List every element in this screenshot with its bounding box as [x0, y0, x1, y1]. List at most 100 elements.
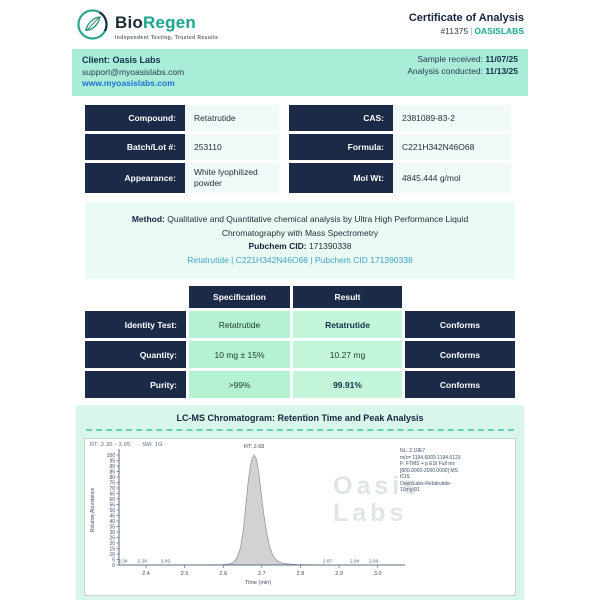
- table-row: Purity: >99% 99.91% Conforms: [85, 371, 515, 399]
- svg-text:2.7: 2.7: [258, 571, 266, 577]
- brand-logo: BioRegen Independent Testing, Trusted Re…: [76, 8, 218, 46]
- sample-received-line: Sample received: 11/07/25: [407, 54, 518, 66]
- chromatogram-section: LC-MS Chromatogram: Retention Time and P…: [76, 405, 524, 600]
- bioregen-logo-icon: [76, 8, 109, 46]
- method-text: Qualitative and Quantitative chemical an…: [167, 214, 469, 238]
- purity-result: 99.91%: [293, 371, 402, 399]
- pubchem-link[interactable]: Retatrutide | C221H342N46O68 | Pubchem C…: [187, 254, 413, 265]
- svg-text:60: 60: [109, 497, 115, 503]
- table-row: Batch/Lot #: 253110 Formula: C221H342N46…: [85, 134, 515, 161]
- identity-status: Conforms: [405, 311, 515, 339]
- svg-text:2.87: 2.87: [323, 559, 333, 565]
- pubchem-line: Pubchem CID: 171390338: [115, 240, 485, 253]
- specification-header: Specification: [189, 286, 290, 309]
- compound-label: Compound:: [85, 105, 185, 132]
- certificate-page: BioRegen Independent Testing, Trusted Re…: [72, 0, 528, 600]
- cas-value: 2381089-83-2: [393, 105, 511, 132]
- svg-text:90: 90: [109, 464, 115, 470]
- svg-text:95: 95: [109, 458, 115, 464]
- svg-text:75: 75: [109, 480, 115, 486]
- analysis-conducted-line: Analysis conducted: 11/13/25: [407, 66, 518, 78]
- pubchem-label: Pubchem CID:: [248, 240, 307, 251]
- svg-text:2.99: 2.99: [369, 559, 379, 565]
- svg-text:10: 10: [109, 552, 115, 558]
- svg-text:2.45: 2.45: [161, 559, 171, 565]
- certificate-client-code: OASISLABS: [474, 26, 524, 36]
- analysis-dates: Sample received: 11/07/25 Analysis condu…: [407, 54, 518, 90]
- svg-text:Relative Abundance: Relative Abundance: [90, 488, 96, 533]
- svg-text:2.34: 2.34: [118, 559, 128, 565]
- appearance-label: Appearance:: [85, 163, 185, 194]
- svg-text:2.9: 2.9: [335, 571, 343, 577]
- results-header-row: Specification Result: [85, 286, 515, 309]
- certificate-number-line: #11375 | OASISLABS: [409, 26, 524, 36]
- svg-text:2.6: 2.6: [219, 571, 227, 577]
- chromatogram-plot: 0510152025303540455055606570758085909510…: [90, 444, 405, 586]
- svg-text:70: 70: [109, 486, 115, 492]
- brand-text: BioRegen Independent Testing, Trusted Re…: [115, 14, 218, 41]
- quantity-specification: 10 mg ± 15%: [189, 341, 290, 369]
- method-label: Method:: [131, 214, 165, 225]
- svg-text:0: 0: [112, 563, 115, 569]
- certificate-heading: Certificate of Analysis #11375 | OASISLABS: [409, 8, 524, 36]
- table-row: Compound: Retatrutide CAS: 2381089-83-2: [85, 105, 515, 132]
- appearance-value: White lyophilized powder: [185, 163, 279, 194]
- svg-text:40: 40: [109, 519, 115, 525]
- table-row: Quantity: 10 mg ± 15% 10.27 mg Conforms: [85, 341, 515, 369]
- purity-status: Conforms: [405, 371, 515, 399]
- rt-range-label: RT: 2.30 - 3.05: [90, 442, 131, 449]
- formula-label: Formula:: [289, 134, 393, 161]
- compound-value: Retatrutide: [185, 105, 279, 132]
- certificate-number: #11375: [440, 26, 469, 36]
- svg-text:80: 80: [109, 475, 115, 481]
- purity-specification: >99%: [189, 371, 290, 399]
- chromatogram-title: LC-MS Chromatogram: Retention Time and P…: [176, 413, 424, 424]
- svg-text:30: 30: [109, 530, 115, 536]
- header: BioRegen Independent Testing, Trusted Re…: [72, 8, 528, 46]
- svg-text:2.5: 2.5: [181, 571, 189, 577]
- svg-text:20: 20: [109, 541, 115, 547]
- analysis-conducted-label: Analysis conducted:: [407, 65, 483, 76]
- separator: |: [470, 26, 473, 36]
- molwt-label: Mol Wt:: [289, 163, 393, 194]
- formula-value: C221H342N46O68: [393, 134, 511, 161]
- table-row: Identity Test: Retatrutide Retatrutide C…: [85, 311, 515, 339]
- quantity-label: Quantity:: [85, 341, 186, 369]
- batch-label: Batch/Lot #:: [85, 134, 185, 161]
- purity-label: Purity:: [85, 371, 186, 399]
- client-name: Client: Oasis Labs: [82, 55, 161, 65]
- identity-test-label: Identity Test:: [85, 311, 186, 339]
- sm-label: SM: 1G: [142, 442, 163, 449]
- analysis-conducted-date: 11/13/25: [485, 65, 518, 76]
- result-header: Result: [293, 286, 402, 309]
- svg-text:55: 55: [109, 502, 115, 508]
- svg-text:RT: 2.68: RT: 2.68: [244, 444, 264, 450]
- quantity-status: Conforms: [405, 341, 515, 369]
- svg-text:2.94: 2.94: [350, 559, 360, 565]
- ms-annotation-block: NL: 2.10E7 m/z= 1194.6003-1194.6123 F: FTM…: [400, 448, 461, 494]
- sample-received-label: Sample received:: [417, 54, 483, 64]
- svg-text:3.0: 3.0: [374, 571, 382, 577]
- svg-text:45: 45: [109, 513, 115, 519]
- certificate-title: Certificate of Analysis: [408, 12, 524, 24]
- dashed-divider: [86, 429, 514, 432]
- client-info-bar: Client: Oasis Labs support@myoasislabs.c…: [72, 49, 528, 97]
- svg-text:Time (min): Time (min): [245, 580, 271, 586]
- results-table: Specification Result Identity Test: Reta…: [85, 286, 515, 399]
- client-details: Client: Oasis Labs support@myoasislabs.c…: [82, 54, 184, 90]
- client-website-link[interactable]: www.myoasislabs.com: [82, 78, 175, 89]
- svg-text:85: 85: [109, 469, 115, 475]
- sample-received-date: 11/07/25: [485, 54, 518, 64]
- svg-text:50: 50: [109, 508, 115, 514]
- compound-info-table: Compound: Retatrutide CAS: 2381089-83-2 …: [85, 105, 515, 194]
- cas-label: CAS:: [289, 105, 393, 132]
- chromatogram-chart: 0 5 10 15 20 25 30 35 40 45 50 55 60 65 70 75 80 85 90 95 10…: [84, 438, 516, 597]
- brand-tagline: Independent Testing, Trusted Results: [115, 34, 219, 41]
- quantity-result: 10.27 mg: [293, 341, 402, 369]
- table-row: Appearance: White lyophilized powder Mol…: [85, 163, 515, 194]
- svg-text:5: 5: [112, 557, 115, 563]
- svg-text:100: 100: [107, 453, 116, 459]
- identity-specification: Retatrutide: [189, 311, 290, 339]
- batch-value: 253110: [185, 134, 279, 161]
- svg-text:2.4: 2.4: [142, 571, 150, 577]
